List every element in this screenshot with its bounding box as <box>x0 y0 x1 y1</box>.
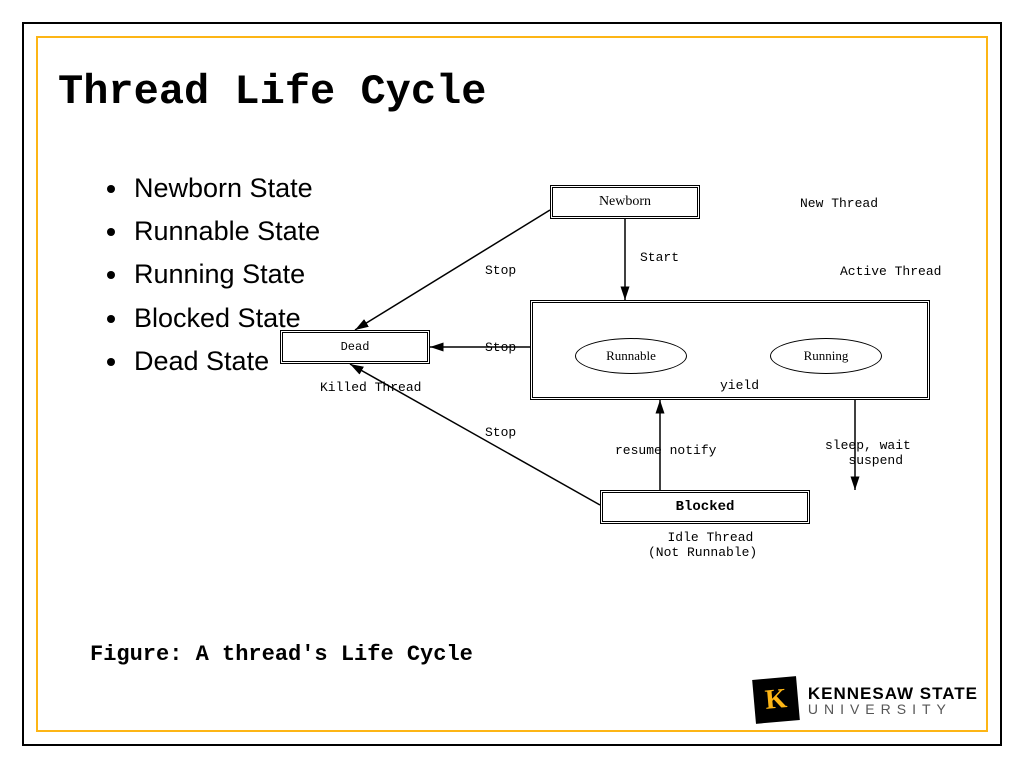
label-resume-notify: resume notify <box>615 443 716 458</box>
node-dead: Dead <box>280 330 430 364</box>
label-idle-thread: Idle Thread (Not Runnable) <box>648 530 757 560</box>
logo-line2: UNIVERSITY <box>808 702 978 716</box>
node-label: Runnable <box>606 348 656 364</box>
logo-mark-icon: K <box>752 676 800 724</box>
label-killed-thread: Killed Thread <box>320 380 421 395</box>
thread-lifecycle-diagram: Newborn Runnable Running Dead Blocked Ne… <box>280 170 970 600</box>
label-active-thread: Active Thread <box>840 264 941 279</box>
node-blocked: Blocked <box>600 490 810 524</box>
label-stop-1: Stop <box>485 263 516 278</box>
page-title: Thread Life Cycle <box>58 68 486 116</box>
logo-line1: KENNESAW STATE <box>808 685 978 702</box>
label-sleep-wait: sleep, wait suspend <box>825 438 911 468</box>
node-newborn: Newborn <box>550 185 700 219</box>
node-running: Running <box>770 338 882 374</box>
label-stop-2: Stop <box>485 340 516 355</box>
university-logo: K KENNESAW STATE UNIVERSITY <box>754 678 978 722</box>
node-label: Dead <box>341 340 370 354</box>
node-label: Running <box>804 348 849 364</box>
label-start: Start <box>640 250 679 265</box>
logo-text: KENNESAW STATE UNIVERSITY <box>808 685 978 716</box>
figure-caption: Figure: A thread's Life Cycle <box>90 642 473 667</box>
label-stop-3: Stop <box>485 425 516 440</box>
label-new-thread: New Thread <box>800 196 878 211</box>
node-label: Blocked <box>676 499 735 515</box>
node-runnable: Runnable <box>575 338 687 374</box>
node-label: Newborn <box>599 194 651 210</box>
label-yield: yield <box>720 378 759 393</box>
